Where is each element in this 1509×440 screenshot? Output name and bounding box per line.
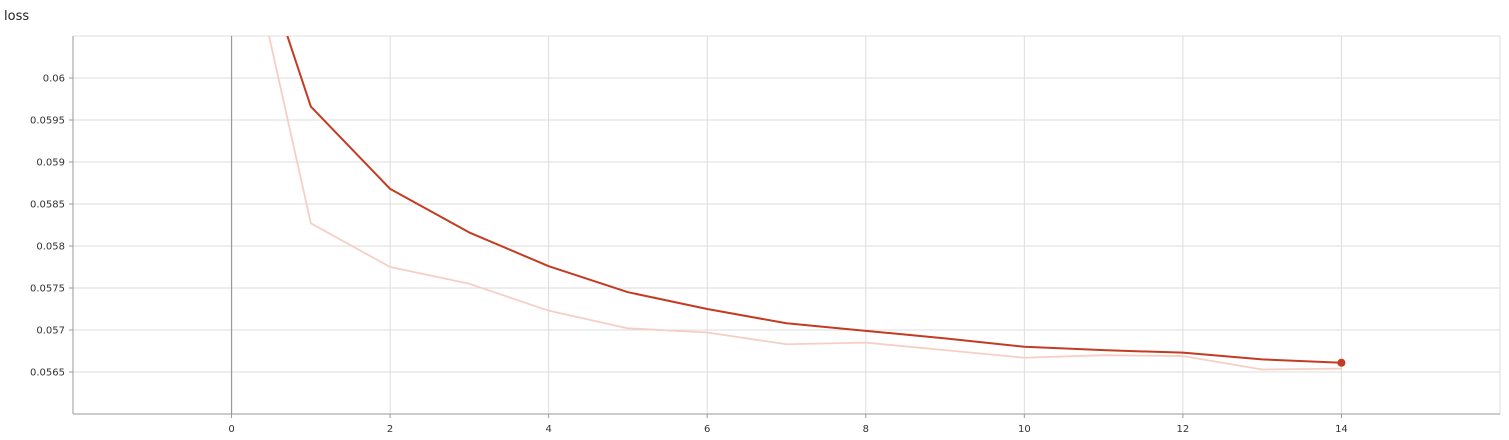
y-tick-label: 0.058: [36, 242, 65, 253]
x-tick-label: 10: [1018, 424, 1031, 435]
x-tick-label: 4: [545, 424, 551, 435]
y-tick-label: 0.06: [43, 74, 65, 85]
y-tick-label: 0.0575: [30, 284, 65, 295]
y-tick-label: 0.0565: [30, 368, 65, 379]
series-line-smoothed: [286, 36, 1343, 364]
y-tick-label: 0.057: [36, 326, 65, 337]
latest-value-marker: [1337, 358, 1346, 367]
x-tick-label: 8: [863, 424, 869, 435]
marker-layer: [1337, 358, 1346, 367]
x-tick-label: 2: [387, 424, 393, 435]
x-tick-label: 6: [704, 424, 710, 435]
series-layer: [268, 36, 1343, 371]
grid: [73, 35, 1501, 414]
y-tick-label: 0.0595: [30, 116, 65, 127]
x-tick-label: 14: [1335, 424, 1348, 435]
axes: 0.0565 0.057 0.0575 0.058 0.0585 0.059 0.0595 0…: [30, 36, 1500, 435]
series-line-raw: [268, 36, 1343, 371]
x-tick-label: 0: [228, 424, 234, 435]
x-tick-label: 12: [1177, 424, 1190, 435]
y-tick-label: 0.059: [36, 158, 65, 169]
y-tick-label: 0.0585: [30, 200, 65, 211]
chart-title: loss: [4, 9, 30, 24]
